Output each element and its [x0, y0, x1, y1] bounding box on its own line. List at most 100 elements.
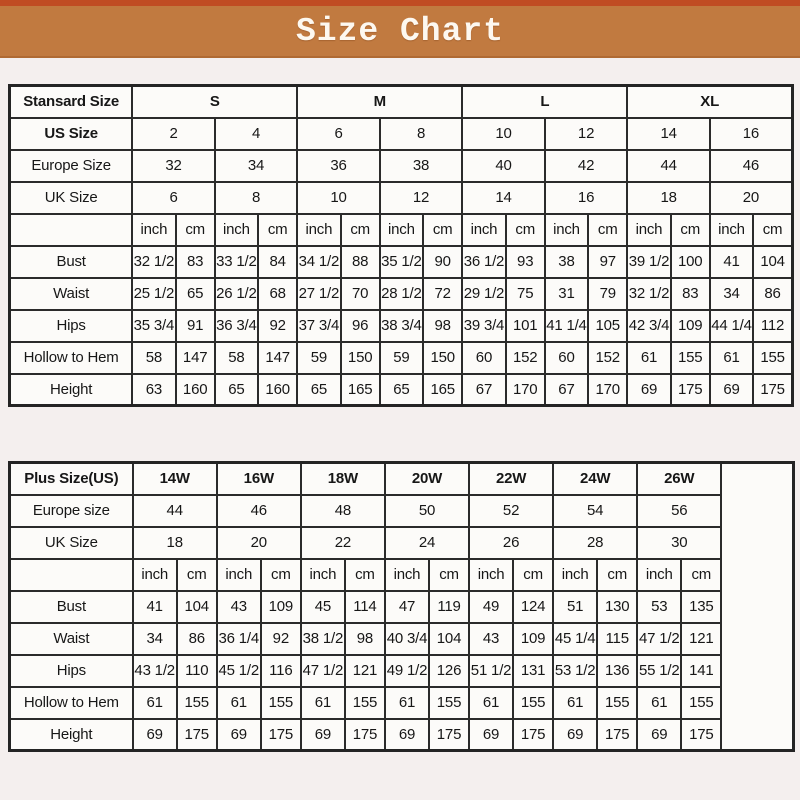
- inch-value-cell: 61: [626, 340, 672, 375]
- size-value-cell: 18: [626, 180, 711, 215]
- cm-value-cell: 68: [257, 276, 299, 311]
- size-value-cell: 36: [296, 148, 381, 183]
- inch-value-cell: 29 1/2: [461, 276, 507, 311]
- unit-cm-cell: cm: [504, 212, 546, 247]
- size-value-cell: 54: [552, 493, 639, 528]
- title-banner: Size Chart: [0, 0, 800, 58]
- unit-inch-cell: inch: [213, 212, 260, 247]
- inch-value-cell: 61: [131, 685, 178, 720]
- row-label-cell: Hips: [8, 308, 134, 343]
- inch-value-cell: 65: [296, 372, 342, 407]
- cm-value-cell: 152: [504, 340, 546, 375]
- inch-value-cell: 42 3/4: [626, 308, 672, 343]
- inch-value-cell: 69: [131, 717, 178, 752]
- unit-cm-cell: cm: [587, 212, 629, 247]
- row-label-cell: Hollow to Hem: [8, 340, 134, 375]
- unit-inch-cell: inch: [299, 557, 346, 592]
- inch-value-cell: 26 1/2: [213, 276, 260, 311]
- inch-value-cell: 69: [552, 717, 599, 752]
- measurement-row: Hips 35 3/4 91 36 3/4 92 37 3/4 96 38 3/4 98 39 3…: [8, 308, 794, 343]
- cm-value-cell: 110: [175, 653, 218, 688]
- unit-cm-cell: cm: [343, 557, 386, 592]
- unit-inch-cell: inch: [383, 557, 430, 592]
- inch-value-cell: 36 1/4: [215, 621, 262, 656]
- size-value-cell: 40: [461, 148, 546, 183]
- cm-value-cell: 79: [587, 276, 629, 311]
- inch-value-cell: 44 1/4: [708, 308, 755, 343]
- inch-value-cell: 43: [215, 589, 262, 624]
- size-value-cell: 6: [296, 116, 381, 151]
- size-system-row: US Size 2 4 6 8 10 12 14 16: [8, 116, 794, 151]
- inch-value-cell: 33 1/2: [213, 244, 260, 279]
- inch-value-cell: 27 1/2: [296, 276, 342, 311]
- size-group-cell: 22W: [468, 461, 555, 496]
- size-value-cell: 18: [131, 525, 218, 560]
- cm-value-cell: 155: [752, 340, 794, 375]
- measurement-row: Height 69 175 69 175 69 175 69 175 69 175 69 175 69 17…: [8, 717, 794, 752]
- unit-cm-cell: cm: [175, 557, 218, 592]
- cm-value-cell: 96: [339, 308, 381, 343]
- cm-value-cell: 114: [343, 589, 386, 624]
- cm-value-cell: 112: [752, 308, 794, 343]
- inch-value-cell: 69: [215, 717, 262, 752]
- size-value-cell: 10: [296, 180, 381, 215]
- cm-value-cell: 65: [174, 276, 216, 311]
- inch-value-cell: 34: [131, 621, 178, 656]
- cm-value-cell: 155: [343, 685, 386, 720]
- unit-cm-cell: cm: [422, 212, 464, 247]
- inch-value-cell: 69: [708, 372, 755, 407]
- size-value-cell: 30: [636, 525, 723, 560]
- cm-value-cell: 91: [174, 308, 216, 343]
- inch-value-cell: 69: [299, 717, 346, 752]
- unit-cm-cell: cm: [680, 557, 723, 592]
- corner-label-cell: Stansard Size: [8, 84, 134, 119]
- measurement-row: Bust 32 1/2 83 33 1/2 84 34 1/2 88 35 1/2 90 36 1…: [8, 244, 794, 279]
- size-value-cell: 46: [708, 148, 794, 183]
- inch-value-cell: 49 1/2: [383, 653, 430, 688]
- inch-value-cell: 69: [626, 372, 672, 407]
- corner-label-cell: Plus Size(US): [8, 461, 134, 496]
- size-group-cell: L: [461, 84, 629, 119]
- inch-value-cell: 28 1/2: [378, 276, 425, 311]
- unit-inch-cell: inch: [468, 557, 515, 592]
- inch-value-cell: 60: [543, 340, 590, 375]
- measurement-row: Waist 25 1/2 65 26 1/2 68 27 1/2 70 28 1/2 72 29 …: [8, 276, 794, 311]
- unit-cm-cell: cm: [259, 557, 302, 592]
- inch-value-cell: 55 1/2: [636, 653, 683, 688]
- cm-value-cell: 155: [259, 685, 302, 720]
- cm-value-cell: 119: [427, 589, 471, 624]
- size-value-cell: 4: [213, 116, 299, 151]
- unit-inch-cell: inch: [708, 212, 755, 247]
- size-value-cell: 12: [378, 180, 464, 215]
- size-value-cell: 14: [461, 180, 546, 215]
- inch-value-cell: 35 1/2: [378, 244, 425, 279]
- cm-value-cell: 101: [504, 308, 546, 343]
- cm-value-cell: 109: [259, 589, 302, 624]
- cm-value-cell: 150: [339, 340, 381, 375]
- cm-value-cell: 165: [339, 372, 381, 407]
- cm-value-cell: 90: [422, 244, 464, 279]
- empty-corner-cell: [8, 212, 134, 247]
- row-label-cell: Europe Size: [8, 148, 134, 183]
- cm-value-cell: 121: [680, 621, 723, 656]
- cm-value-cell: 155: [512, 685, 555, 720]
- inch-value-cell: 41: [131, 589, 178, 624]
- cm-value-cell: 116: [259, 653, 302, 688]
- cm-value-cell: 86: [752, 276, 794, 311]
- cm-value-cell: 165: [422, 372, 464, 407]
- inch-value-cell: 67: [543, 372, 590, 407]
- cm-value-cell: 155: [596, 685, 639, 720]
- cm-value-cell: 104: [427, 621, 471, 656]
- size-system-row: Europe size 44 46 48 50 52 54 56: [8, 493, 794, 528]
- unit-inch-cell: inch: [636, 557, 683, 592]
- cm-value-cell: 136: [596, 653, 639, 688]
- unit-inch-cell: inch: [461, 212, 507, 247]
- row-label-cell: Europe size: [8, 493, 134, 528]
- inch-value-cell: 58: [213, 340, 260, 375]
- cm-value-cell: 175: [259, 717, 302, 752]
- size-group-row: Stansard Size S M L XL: [8, 84, 794, 119]
- row-label-cell: Height: [8, 717, 134, 752]
- size-value-cell: 32: [131, 148, 216, 183]
- size-value-cell: 2: [131, 116, 216, 151]
- inch-value-cell: 38: [543, 244, 590, 279]
